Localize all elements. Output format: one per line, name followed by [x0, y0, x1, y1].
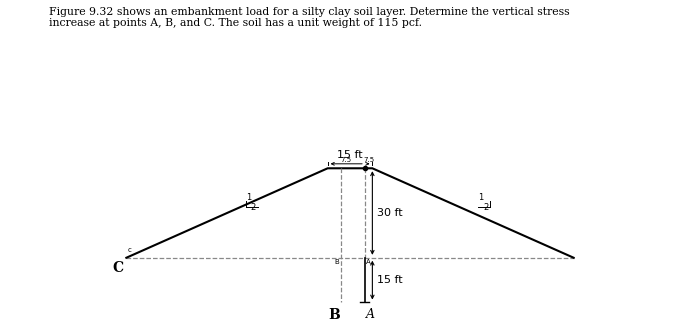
Text: A: A: [366, 308, 375, 321]
Text: B: B: [328, 308, 340, 322]
Text: 30 ft: 30 ft: [377, 208, 402, 218]
Text: 2: 2: [251, 202, 256, 211]
Text: 15 ft: 15 ft: [337, 150, 363, 160]
Text: 7.5: 7.5: [341, 157, 352, 163]
Text: 2: 2: [483, 202, 489, 211]
Text: B: B: [335, 259, 339, 265]
Text: 1: 1: [479, 193, 484, 202]
Text: C: C: [112, 261, 123, 275]
Text: c: c: [128, 247, 132, 253]
Text: 15 ft: 15 ft: [377, 275, 402, 285]
Text: Figure 9.32 shows an embankment load for a silty clay soil layer. Determine the : Figure 9.32 shows an embankment load for…: [49, 7, 570, 28]
Text: 7.5: 7.5: [363, 157, 374, 163]
Text: A: A: [366, 259, 371, 265]
Text: 1: 1: [246, 193, 251, 202]
